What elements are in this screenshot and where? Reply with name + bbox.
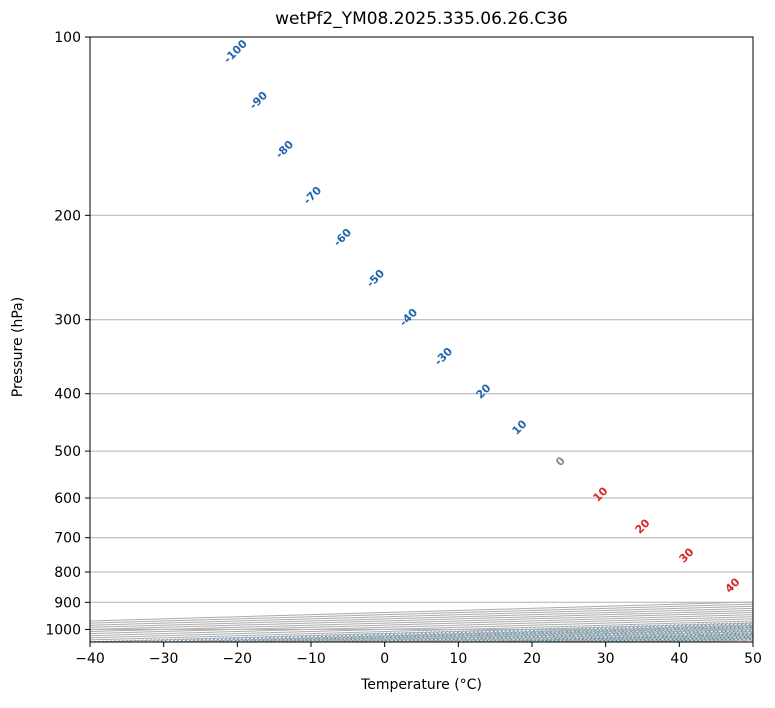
dry-adiabat (551, 24, 775, 654)
isotherm (736, 641, 753, 642)
x-tick-label: 30 (597, 651, 615, 667)
isotherm (515, 635, 753, 642)
chart-title: wetPf2_YM08.2025.335.06.26.C36 (275, 9, 568, 29)
isotherm (294, 628, 753, 642)
x-tick-label: −20 (223, 651, 253, 667)
moist-adiabat (387, 631, 753, 642)
dry-adiabat-label: -80 (273, 138, 296, 161)
y-tick-label: 700 (54, 531, 81, 547)
moist-adiabat (614, 637, 753, 642)
dry-adiabat-label: -60 (331, 226, 354, 249)
y-tick-label: 600 (54, 491, 81, 507)
isotherm (90, 622, 753, 642)
moist-adiabat (425, 632, 753, 642)
isotherm (90, 607, 753, 628)
dry-adiabat-label: 20 (474, 381, 494, 401)
y-tick-label: 400 (54, 387, 81, 403)
x-tick-label: 50 (744, 651, 762, 667)
moist-adiabat (311, 628, 753, 642)
x-tick-label: −10 (296, 651, 326, 667)
isotherm (408, 24, 775, 654)
plot-frame (89, 36, 754, 643)
isotherm (220, 626, 753, 642)
dry-adiabat-label: -40 (397, 306, 420, 329)
dry-adiabat (396, 631, 753, 642)
dry-adiabat-label: 10 (510, 417, 530, 437)
dry-adiabat (321, 628, 753, 642)
dry-adiabat (703, 24, 775, 654)
dry-adiabat-label: -70 (301, 184, 324, 207)
isotherm (441, 633, 753, 642)
isotherm (90, 620, 753, 641)
y-axis-label: Pressure (hPa) (10, 296, 26, 398)
isotherm (90, 614, 753, 635)
moist-adiabat-label: 10 (591, 484, 611, 504)
moist-adiabat (235, 626, 753, 642)
moist-adiabat-label: 30 (677, 545, 697, 565)
isotherm (368, 631, 753, 642)
isotherm (90, 601, 753, 622)
dry-adiabat (620, 637, 753, 642)
y-tick-label: 300 (54, 313, 81, 329)
dry-adiabat-label: -90 (247, 89, 270, 112)
moist-adiabat (349, 629, 753, 642)
moist-adiabat (652, 639, 753, 642)
dry-adiabat (476, 24, 775, 654)
moist-adiabat (273, 627, 753, 642)
x-tick-label: −30 (149, 651, 179, 667)
dry-adiabat (471, 633, 753, 642)
isotherm (90, 603, 753, 624)
moist-adiabat-label: 0 (553, 454, 568, 469)
grid-lines (90, 24, 775, 654)
moist-adiabat (198, 625, 753, 642)
isotherm (90, 618, 753, 639)
x-tick-label: 20 (523, 651, 541, 667)
isotherm (90, 605, 753, 626)
axes: −40 −30 −20 −10 0 10 20 30 40 5010020030040050060… (45, 30, 762, 667)
x-tick-label: 0 (380, 651, 389, 667)
background-reference-lines (90, 24, 775, 654)
moist-adiabat-label: 40 (723, 575, 743, 595)
dry-adiabat-label: -100 (221, 37, 250, 66)
x-axis-label: Temperature (°C) (361, 677, 482, 693)
dry-adiabat-label: -30 (432, 345, 455, 368)
moist-adiabat (463, 633, 753, 642)
y-tick-label: 500 (54, 444, 81, 460)
moist-adiabat-label: 20 (633, 516, 653, 536)
x-tick-label: 10 (449, 651, 467, 667)
y-tick-label: 200 (54, 208, 81, 224)
dry-adiabat (400, 24, 775, 654)
dry-adiabat (172, 624, 753, 642)
dry-adiabat-label: -50 (364, 267, 387, 290)
dry-adiabat (247, 626, 753, 642)
y-tick-label: 800 (54, 565, 81, 581)
isotherm (90, 616, 753, 637)
dry-adiabat (695, 640, 753, 642)
isotherm (147, 624, 753, 642)
y-tick-label: 100 (54, 30, 81, 46)
y-tick-label: 1000 (45, 622, 81, 638)
isotherm (90, 609, 753, 630)
isotherm (662, 639, 753, 642)
y-tick-label: 900 (54, 595, 81, 611)
isotherm (90, 612, 753, 633)
x-tick-label: −40 (75, 651, 105, 667)
x-tick-label: 40 (670, 651, 688, 667)
inline-labels: -100-90-80-70-60-50-40-3020100.10.20.40.… (221, 37, 743, 596)
